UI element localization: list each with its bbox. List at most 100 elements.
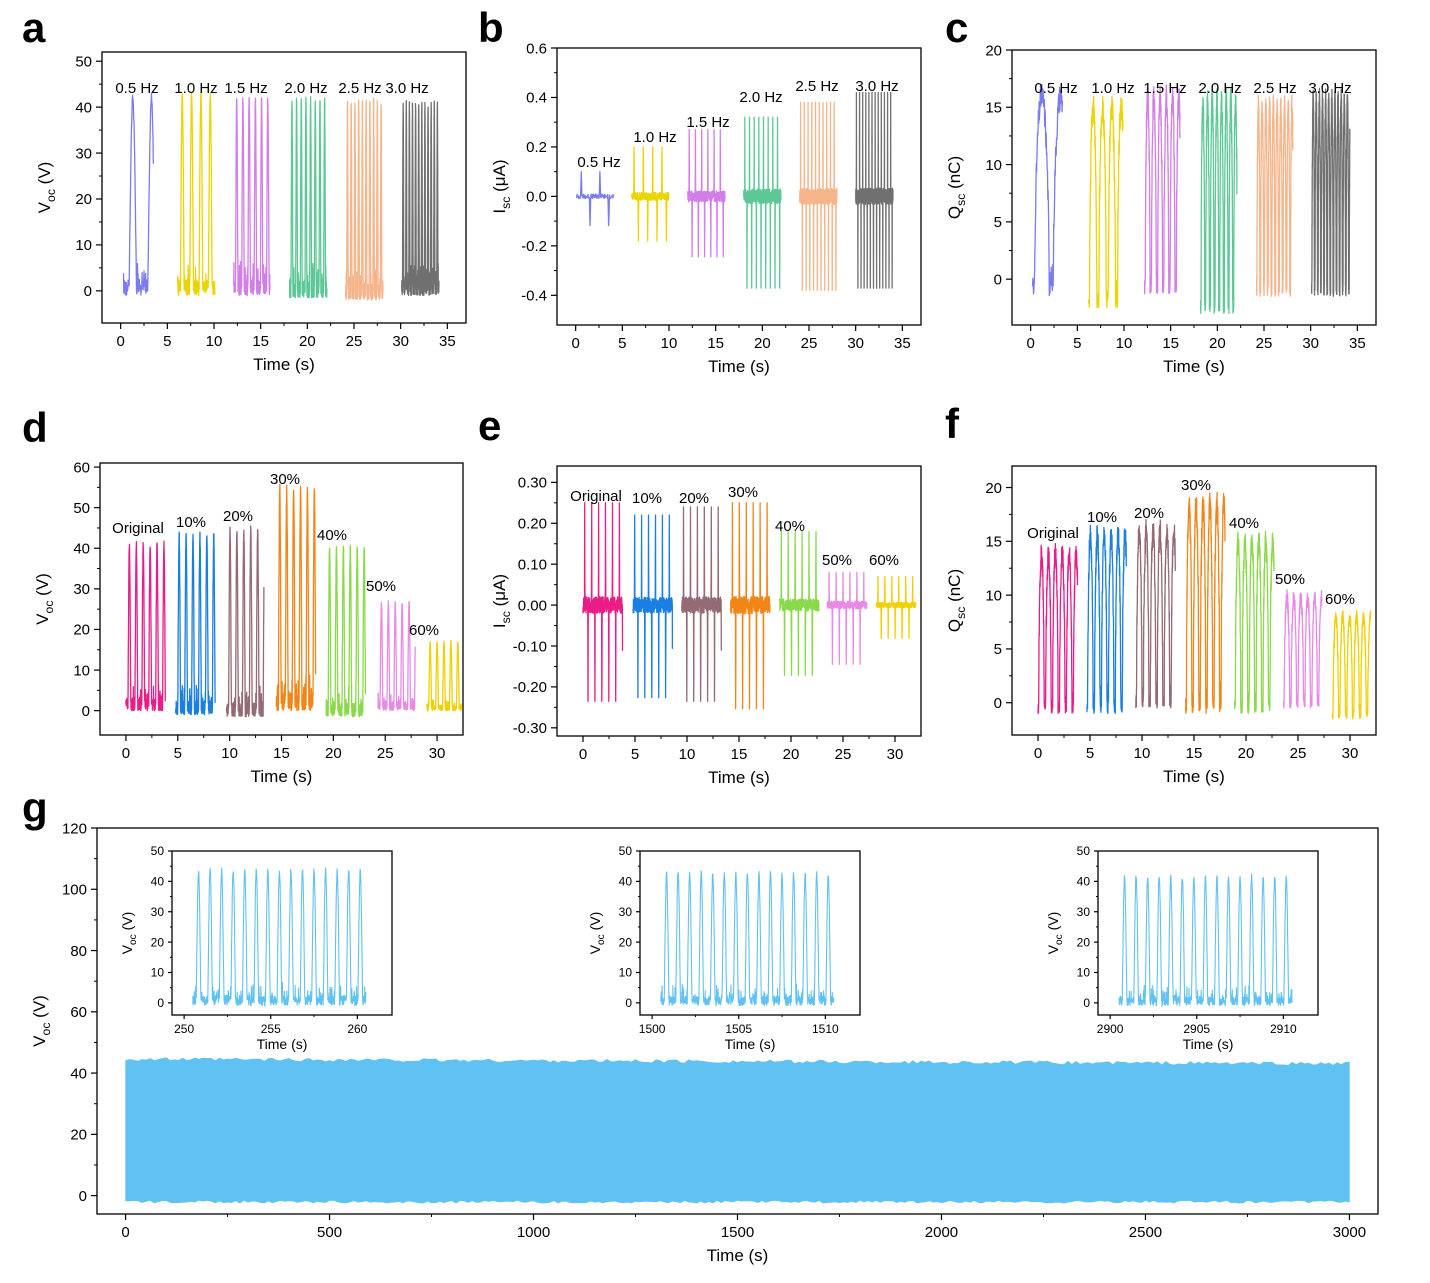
panel-g-xtick-label: 1000 <box>517 1224 550 1241</box>
inset-1-xtick-label: 260 <box>347 1022 367 1036</box>
panel-c-xtick-label: 20 <box>1209 335 1226 352</box>
inset-3-signal <box>1118 873 1293 1008</box>
series-label-d-3: 20% <box>223 508 253 525</box>
inset-1-xlabel: Time (s) <box>257 1036 308 1052</box>
panel-a-xtick-label: 35 <box>439 333 456 350</box>
panel-f-ytick-label: 0 <box>994 695 1002 712</box>
panel-d-xtick-label: 0 <box>122 745 130 762</box>
panel-b-ytick-label: -0.4 <box>521 288 547 305</box>
panel-g-xtick-label: 500 <box>317 1224 342 1241</box>
panel-g-ytick-label: 120 <box>62 820 87 837</box>
panel-label-g: g <box>22 784 48 831</box>
panel-f-xlabel: Time (s) <box>1163 767 1225 786</box>
series-f-1 <box>1037 542 1079 714</box>
panel-g-ytick-label: 60 <box>70 1004 87 1021</box>
panel-e-xtick-label: 0 <box>579 746 587 763</box>
series-label-f-7: 60% <box>1325 591 1355 608</box>
series-d-1 <box>125 540 166 712</box>
panel-e-xlabel: Time (s) <box>708 768 770 787</box>
inset-3-xlabel: Time (s) <box>1183 1036 1234 1052</box>
panel-f-ytick-label: 15 <box>985 534 1002 551</box>
series-b-4 <box>743 116 782 289</box>
inset-2-xlabel: Time (s) <box>725 1036 776 1052</box>
panel-a-ytick-label: 30 <box>75 145 92 162</box>
series-label-d-2: 10% <box>176 514 206 531</box>
panel-label-f: f <box>945 400 960 447</box>
inset-1-ytick-label: 30 <box>151 905 165 919</box>
panel-b-ylabel: Isc (μA) <box>490 159 513 213</box>
series-label-e-4: 30% <box>728 484 758 501</box>
panel-d-xlabel: Time (s) <box>251 767 313 786</box>
panel-d-xtick-label: 10 <box>221 745 238 762</box>
panel-d-ytick-label: 30 <box>73 581 90 598</box>
panel-e: e 0 5 10 15 20 25 30 -0.30 -0.20 -0.10 0.00 0.10 0.20… <box>478 402 922 787</box>
panel-e-xtick-label: 5 <box>631 746 639 763</box>
panel-c-ytick-label: 10 <box>985 157 1002 174</box>
panel-g-xtick-label: 1500 <box>721 1224 754 1241</box>
series-e-4 <box>730 502 771 710</box>
inset-1-xtick-label: 250 <box>174 1022 194 1036</box>
inset-3-xtick-label: 2900 <box>1097 1022 1124 1036</box>
series-e-2 <box>632 514 674 699</box>
panel-c-xtick-label: 15 <box>1162 335 1179 352</box>
panel-g-xtick-label: 2000 <box>925 1224 958 1241</box>
series-label-f-3: 20% <box>1134 505 1164 522</box>
series-d-3 <box>225 525 265 718</box>
panel-g-ytick-label: 40 <box>70 1065 87 1082</box>
panel-e-xtick-label: 20 <box>783 746 800 763</box>
inset-2-ytick-label: 10 <box>619 966 633 980</box>
series-c-4 <box>1199 87 1238 314</box>
panel-c-xtick-label: 30 <box>1302 335 1319 352</box>
panel-e-ylabel: Isc (μA) <box>490 574 513 628</box>
series-label-b-2: 1.0 Hz <box>633 129 676 146</box>
series-c-1 <box>1031 84 1064 297</box>
panel-f-ytick-label: 10 <box>985 587 1002 604</box>
panel-label-c: c <box>945 4 968 51</box>
panel-b-xtick-label: 30 <box>847 335 864 352</box>
series-label-e-3: 20% <box>679 490 709 507</box>
inset-3-xtick-label: 2910 <box>1270 1022 1297 1036</box>
panel-c-xlabel: Time (s) <box>1163 357 1225 376</box>
series-label-b-1: 0.5 Hz <box>577 154 620 171</box>
panel-d-ytick-label: 0 <box>82 703 90 720</box>
inset-1-ytick-label: 0 <box>157 996 164 1010</box>
panel-e-ytick-label: -0.20 <box>513 679 547 696</box>
endurance-signal-area <box>125 1057 1350 1204</box>
series-label-e-5: 40% <box>775 518 805 535</box>
inset-1-ylabel: Voc (V) <box>119 912 139 955</box>
panel-e-xtick-label: 10 <box>679 746 696 763</box>
inset-2-ytick-label: 50 <box>619 844 633 858</box>
series-c-2 <box>1087 95 1124 309</box>
panel-d-ylabel: Voc (V) <box>33 573 56 625</box>
inset-1-frame <box>171 850 393 1016</box>
panel-f-xtick-label: 5 <box>1086 745 1094 762</box>
panel-a-ytick-label: 20 <box>75 191 92 208</box>
panel-c: c 0 5 10 15 20 25 30 35 0 5 10 15 20 Time (s) Qsc (nC) 0… <box>945 4 1377 376</box>
panel-d-xtick-label: 15 <box>273 745 290 762</box>
inset-2-ytick-label: 30 <box>619 905 633 919</box>
series-label-b-3: 1.5 Hz <box>686 114 729 131</box>
panel-b-ytick-label: 0.2 <box>526 139 547 156</box>
panel-e-ytick-label: -0.30 <box>513 720 547 737</box>
panel-b-xtick-label: 20 <box>754 335 771 352</box>
series-label-f-1: Original <box>1027 525 1079 542</box>
panel-d-xtick-label: 25 <box>377 745 394 762</box>
panel-g-ylabel: Voc (V) <box>30 995 53 1047</box>
inset-3: 2900 2905 2910 0 10 20 30 40 50 Time (s) Voc (V) <box>1045 844 1319 1052</box>
series-label-a-2: 1.0 Hz <box>174 80 217 97</box>
panel-f: f 0 5 10 15 20 25 30 0 5 10 15 20 Time (s) Qsc (nC) Ori… <box>945 400 1377 786</box>
series-label-d-6: 50% <box>366 578 396 595</box>
panel-a-xtick-label: 30 <box>392 333 409 350</box>
series-label-e-7: 60% <box>869 552 899 569</box>
series-label-c-5: 2.5 Hz <box>1253 80 1296 97</box>
panel-b-xtick-label: 15 <box>707 335 724 352</box>
panel-c-xtick-label: 25 <box>1256 335 1273 352</box>
inset-2-ytick-label: 20 <box>619 935 633 949</box>
panel-a-xtick-label: 25 <box>346 333 363 350</box>
panel-f-xtick-label: 15 <box>1186 745 1203 762</box>
panel-f-ytick-label: 5 <box>994 641 1002 658</box>
panel-d: d 0 5 10 15 20 25 30 0 10 20 30 40 50 60 Time (s) Voc (V… <box>22 404 464 786</box>
panel-f-ylabel: Qsc (nC) <box>945 569 968 632</box>
panel-e-ytick-label: -0.10 <box>513 638 547 655</box>
